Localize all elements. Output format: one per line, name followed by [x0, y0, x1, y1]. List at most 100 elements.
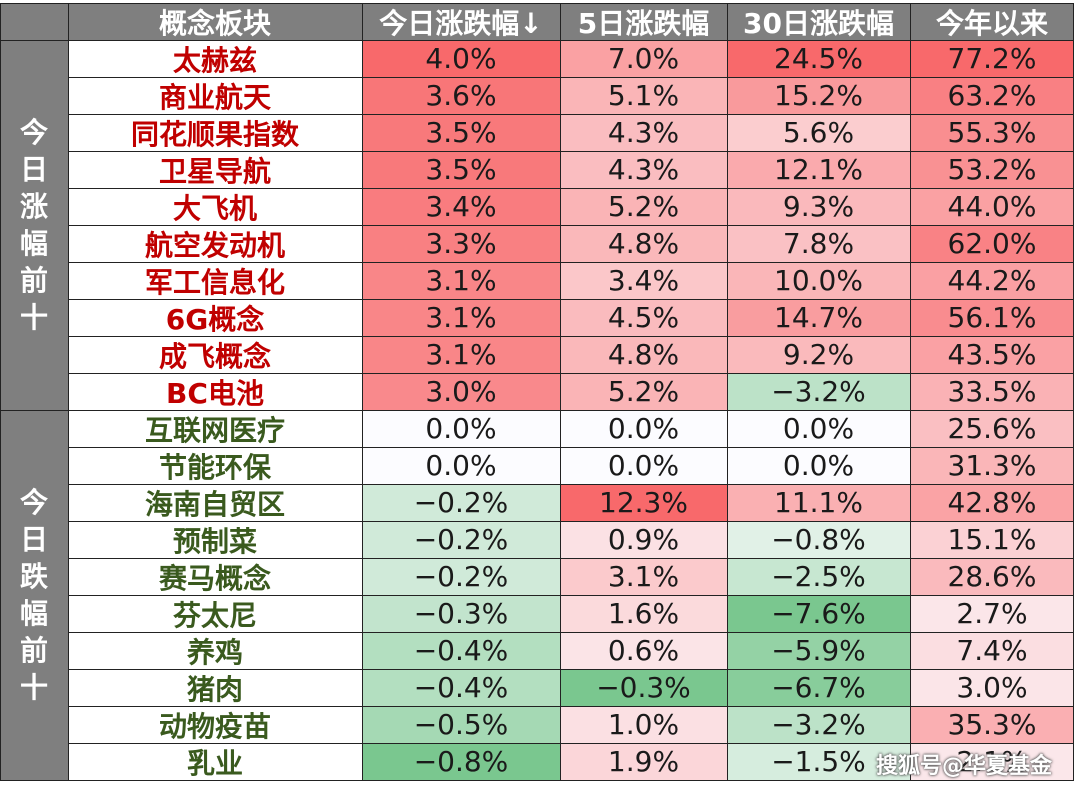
sector-name: 同花顺果指数 [68, 114, 362, 151]
value-cell-col0: 0.0% [362, 410, 560, 447]
value-cell-col0: 3.4% [362, 188, 560, 225]
sector-name: 乳业 [68, 743, 362, 780]
column-header-0[interactable]: 概念板块 [68, 3, 362, 40]
value-cell-col3: 7.4% [910, 632, 1074, 669]
value-cell-col3: 15.1% [910, 521, 1074, 558]
grid-hline [68, 558, 1074, 559]
value-cell-col2: −7.6% [727, 595, 910, 632]
value-cell-col3: 62.0% [910, 225, 1074, 262]
group-label-0: 今日涨幅前十 [0, 40, 68, 410]
value-cell-col3: 28.6% [910, 558, 1074, 595]
sector-name: 卫星导航 [68, 151, 362, 188]
grid-hline [68, 484, 1074, 485]
value-cell-col1: 4.3% [560, 151, 727, 188]
value-cell-col1: 12.3% [560, 484, 727, 521]
value-cell-col2: −2.5% [727, 558, 910, 595]
value-cell-col3: 31.3% [910, 447, 1074, 484]
value-cell-col2: 14.7% [727, 299, 910, 336]
watermark: 搜狐号@华夏基金 [875, 754, 1052, 779]
value-cell-col3: 42.8% [910, 484, 1074, 521]
grid-hline [68, 706, 1074, 707]
value-cell-col2: −0.8% [727, 521, 910, 558]
value-cell-col2: 0.0% [727, 447, 910, 484]
grid-hline [68, 373, 1074, 374]
value-cell-col0: −0.4% [362, 632, 560, 669]
value-cell-col2: −3.2% [727, 373, 910, 410]
value-cell-col2: 15.2% [727, 77, 910, 114]
sector-name: 赛马概念 [68, 558, 362, 595]
grid-hline [0, 780, 1074, 781]
sector-name: 航空发动机 [68, 225, 362, 262]
value-cell-col0: 3.1% [362, 336, 560, 373]
grid-vline [560, 3, 561, 780]
sector-name: 互联网医疗 [68, 410, 362, 447]
column-header-3[interactable]: 30日涨跌幅 [727, 3, 910, 40]
value-cell-col1: 3.1% [560, 558, 727, 595]
value-cell-col2: 9.2% [727, 336, 910, 373]
value-cell-col1: 5.2% [560, 373, 727, 410]
value-cell-col1: 4.3% [560, 114, 727, 151]
value-cell-col0: 0.0% [362, 447, 560, 484]
column-header-2[interactable]: 5日涨跌幅 [560, 3, 727, 40]
value-cell-col0: −0.8% [362, 743, 560, 780]
value-cell-col1: 0.0% [560, 410, 727, 447]
value-cell-col2: 7.8% [727, 225, 910, 262]
value-cell-col2: 11.1% [727, 484, 910, 521]
grid-hline [68, 743, 1074, 744]
sector-name: 预制菜 [68, 521, 362, 558]
grid-hline [68, 225, 1074, 226]
sector-name: 6G概念 [68, 299, 362, 336]
value-cell-col3: 43.5% [910, 336, 1074, 373]
value-cell-col0: 3.1% [362, 299, 560, 336]
grid-hline [68, 77, 1074, 78]
value-cell-col3: 25.6% [910, 410, 1074, 447]
value-cell-col3: 2.7% [910, 595, 1074, 632]
sector-name: 商业航天 [68, 77, 362, 114]
value-cell-col2: −3.2% [727, 706, 910, 743]
value-cell-col1: 0.0% [560, 447, 727, 484]
grid-hline [68, 114, 1074, 115]
value-cell-col1: 4.8% [560, 336, 727, 373]
value-cell-col3: 63.2% [910, 77, 1074, 114]
grid-hline [68, 151, 1074, 152]
grid-vline [68, 3, 69, 780]
value-cell-col1: 1.0% [560, 706, 727, 743]
grid-vline [0, 3, 1, 780]
sector-name: 养鸡 [68, 632, 362, 669]
value-cell-col3: 56.1% [910, 299, 1074, 336]
value-cell-col3: 2.1% [910, 743, 1074, 780]
sector-name: 节能环保 [68, 447, 362, 484]
value-cell-col1: 1.6% [560, 595, 727, 632]
value-cell-col1: 0.6% [560, 632, 727, 669]
value-cell-col0: 4.0% [362, 40, 560, 77]
sector-name: 军工信息化 [68, 262, 362, 299]
value-cell-col2: −5.9% [727, 632, 910, 669]
column-header-1[interactable]: 今日涨跌幅↓ [362, 3, 560, 40]
grid-hline [68, 336, 1074, 337]
value-cell-col1: 7.0% [560, 40, 727, 77]
grid-hline [68, 299, 1074, 300]
value-cell-col0: 3.3% [362, 225, 560, 262]
grid-hline [68, 595, 1074, 596]
grid-hline [0, 40, 1074, 41]
value-cell-col3: 77.2% [910, 40, 1074, 77]
value-cell-col2: 9.3% [727, 188, 910, 225]
sector-name: BC电池 [68, 373, 362, 410]
value-cell-col3: 3.0% [910, 669, 1074, 706]
value-cell-col1: 4.5% [560, 299, 727, 336]
value-cell-col2: 5.6% [727, 114, 910, 151]
value-cell-col1: 0.9% [560, 521, 727, 558]
value-cell-col1: 5.1% [560, 77, 727, 114]
column-header-4[interactable]: 今年以来 [910, 3, 1074, 40]
sector-name: 大飞机 [68, 188, 362, 225]
grid-hline [68, 262, 1074, 263]
sector-name: 芬太尼 [68, 595, 362, 632]
value-cell-col0: −0.2% [362, 558, 560, 595]
value-cell-col0: 3.6% [362, 77, 560, 114]
value-cell-col0: 3.1% [362, 262, 560, 299]
grid-hline [68, 669, 1074, 670]
grid-vline [910, 3, 911, 780]
value-cell-col3: 35.3% [910, 706, 1074, 743]
value-cell-col0: −0.4% [362, 669, 560, 706]
value-cell-col0: 3.5% [362, 114, 560, 151]
